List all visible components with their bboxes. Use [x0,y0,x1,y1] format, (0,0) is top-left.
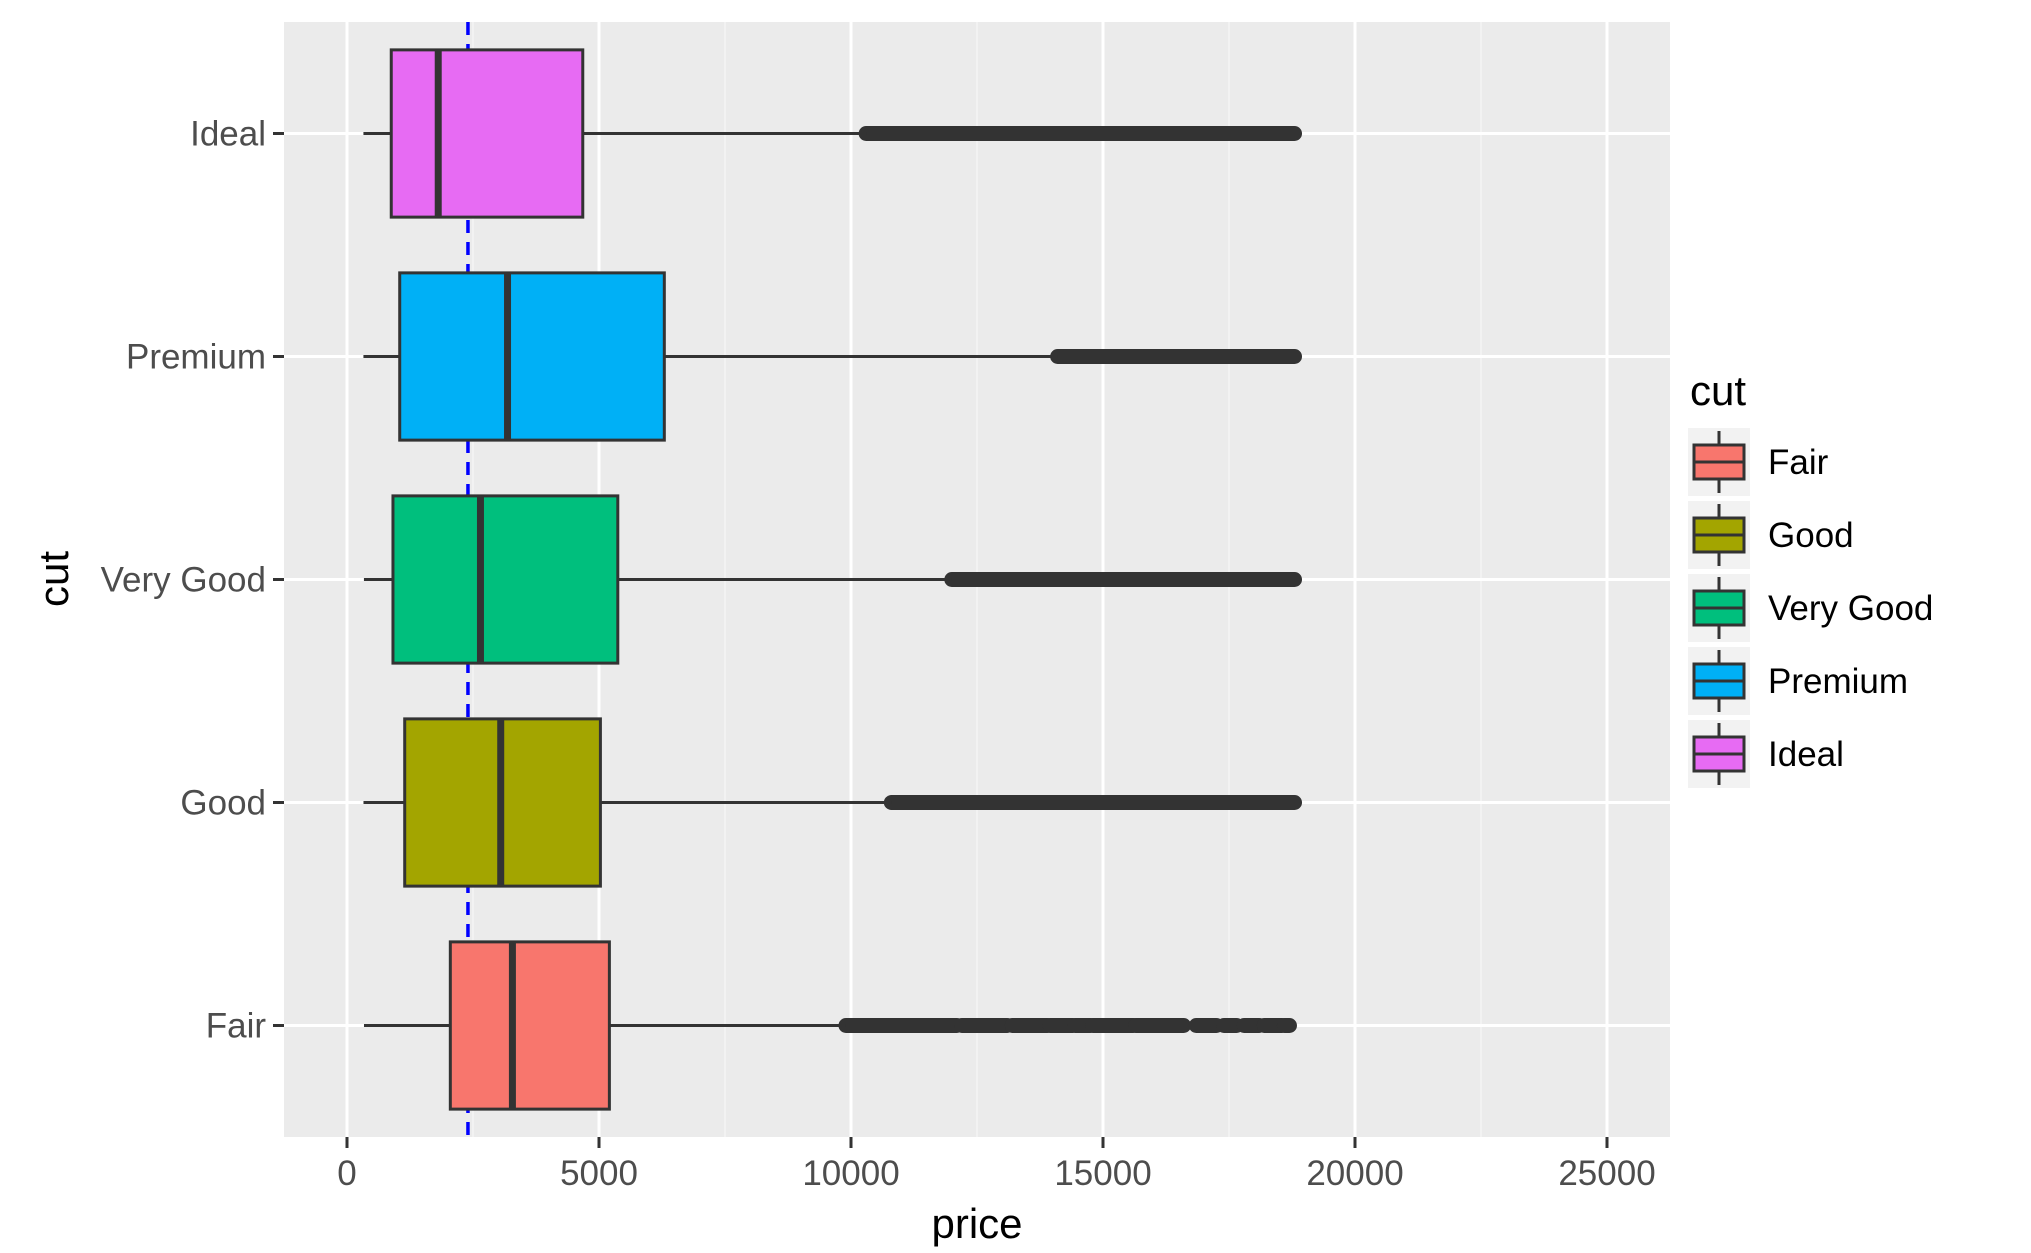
x-axis-title: price [931,1200,1022,1247]
x-tick-label: 20000 [1306,1154,1403,1193]
box-fair [363,940,1297,1111]
box-good [363,717,1303,888]
legend-title: cut [1690,367,1746,414]
y-tick-label: Very Good [101,561,266,600]
legend-item-ideal: Ideal [1688,720,1844,788]
legend-item-fair: Fair [1688,428,1829,496]
box-premium [363,271,1303,442]
iqr-box [389,48,585,219]
x-tick-label: 0 [337,1154,356,1193]
y-tick-label: Good [180,784,266,823]
y-tick-label: Fair [206,1007,267,1046]
x-axis: 0 5000 10000 15000 20000 25000 [337,1137,1656,1193]
legend-label: Fair [1768,443,1829,482]
legend-label: Ideal [1768,735,1844,774]
iqr-box [391,494,620,665]
box-series [363,48,1303,1111]
iqr-box [448,940,611,1111]
iqr-box [398,271,666,442]
y-tick-label: Ideal [190,115,266,154]
legend-label: Premium [1768,662,1908,701]
x-tick-label: 10000 [802,1154,899,1193]
legend-label: Good [1768,516,1854,555]
y-axis-title: cut [30,551,77,607]
legend-item-good: Good [1688,501,1854,569]
x-tick-label: 15000 [1054,1154,1151,1193]
x-tick-label: 5000 [560,1154,638,1193]
box-very-good [363,494,1303,665]
y-axis: Fair Good Very Good Premium Ideal [101,115,284,1046]
box-ideal [363,48,1303,219]
legend-item-very-good: Very Good [1688,574,1933,642]
x-tick-label: 25000 [1558,1154,1655,1193]
legend-label: Very Good [1768,589,1933,628]
y-tick-label: Premium [126,338,266,377]
legend-item-premium: Premium [1688,647,1908,715]
legend: cut Fair Good Very Good Premium Ideal [1688,367,1933,788]
